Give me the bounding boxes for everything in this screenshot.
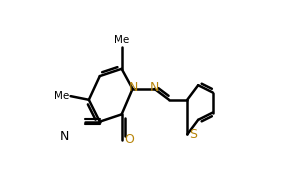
Text: Me: Me [54,91,69,101]
Text: N: N [150,81,159,95]
Text: S: S [189,128,197,141]
Text: O: O [124,133,134,146]
Text: Me: Me [114,35,129,45]
Text: N: N [129,81,138,95]
Text: N: N [59,130,69,143]
